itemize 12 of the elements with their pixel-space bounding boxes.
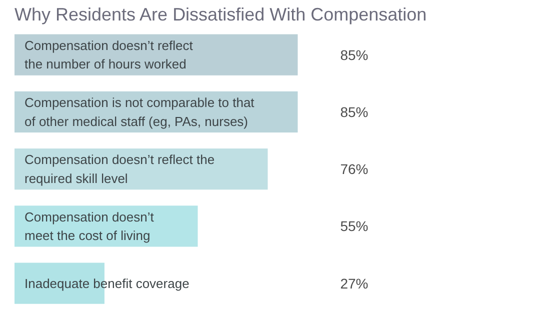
y-tick-label: Compensation doesn’t reflect the required skill level [24,152,215,186]
y-tick-label: Compensation doesn’t meet the cost of living [24,209,154,244]
y-tick-label: Compensation is not comparable to that of other medical staff (eg, PAs, nurses) [24,95,255,129]
data-label: 85% [340,46,368,63]
y-tick-label: Compensation doesn’t reflect the number of hours worked [24,38,194,72]
data-label: 85% [340,104,368,120]
data-label: 76% [340,161,368,178]
y-tick-label: Inadequate benefit coverage [24,276,190,291]
chart-title: Why Residents Are Dissatisfied With Compensation [14,4,427,24]
data-label: 27% [340,275,368,292]
bar [14,34,298,76]
data-label: 55% [340,218,368,234]
